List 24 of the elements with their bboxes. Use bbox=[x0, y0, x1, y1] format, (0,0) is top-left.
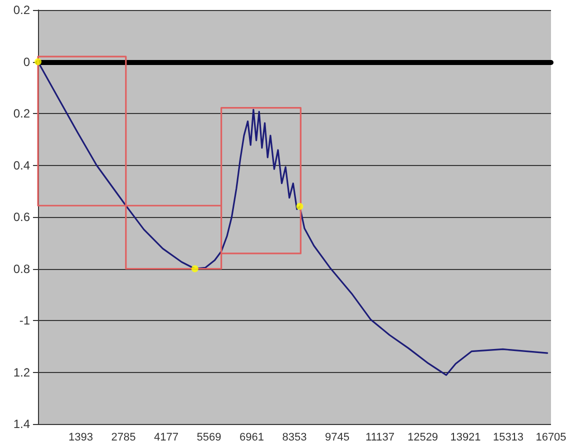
y-tick-label: 1.4 bbox=[13, 417, 30, 431]
x-tick-label: 6961 bbox=[240, 432, 264, 443]
y-tick-label: 0.6 bbox=[13, 210, 30, 224]
x-tick-label: 1393 bbox=[68, 432, 94, 443]
x-tick-label: 13921 bbox=[450, 432, 481, 443]
x-tick-label: 4177 bbox=[154, 432, 179, 443]
y-tick-label: -1 bbox=[19, 314, 30, 328]
point bbox=[34, 58, 42, 66]
point bbox=[296, 202, 304, 210]
y-tick-label: 0.2 bbox=[13, 3, 30, 17]
x-tick-label: 2785 bbox=[111, 432, 136, 443]
y-tick-label: 0.4 bbox=[13, 158, 30, 172]
y-tick-label: 0.8 bbox=[13, 262, 30, 276]
x-tick-label: 8353 bbox=[282, 432, 307, 443]
x-tick-label: 11137 bbox=[366, 432, 394, 443]
x-tick-label: 12529 bbox=[407, 432, 438, 443]
x-tick-label: 15313 bbox=[492, 432, 524, 443]
y-tick-label: 0 bbox=[23, 54, 30, 69]
y-tick-label: 0.2 bbox=[13, 106, 30, 120]
x-tick-label: 16705 bbox=[536, 432, 566, 443]
point bbox=[191, 265, 198, 272]
x-tick-label: 5569 bbox=[196, 432, 222, 443]
x-tick-label: 9745 bbox=[325, 432, 350, 443]
y-tick-label: 1.2 bbox=[13, 365, 30, 380]
